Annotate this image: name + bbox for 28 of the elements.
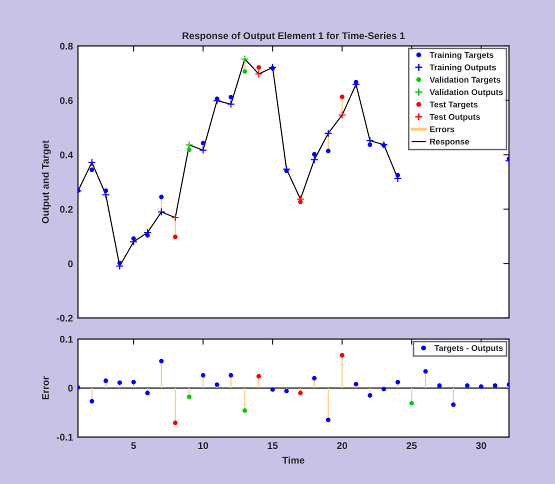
legend-label: Validation Targets xyxy=(430,76,500,84)
legend-label: Targets - Outputs xyxy=(434,345,503,353)
x-tick-label: 25 xyxy=(406,442,417,450)
chart-title: Response of Output Element 1 for Time-Series 1 xyxy=(182,32,405,42)
x-tick-label: 30 xyxy=(476,442,486,450)
y-tick-label: 0.1 xyxy=(60,336,73,343)
legend-label: Training Targets xyxy=(430,52,494,60)
legend-label: Test Outputs xyxy=(430,114,480,122)
x-tick-label: 20 xyxy=(337,442,348,450)
y-tick-label: 0.4 xyxy=(60,152,74,158)
y-tick-label: 0 xyxy=(68,260,73,268)
y-tick-label: 0.2 xyxy=(60,206,73,213)
x-axis-title: Time xyxy=(282,456,304,464)
y-tick-label: 0.8 xyxy=(60,42,73,50)
x-tick-label: 5 xyxy=(131,442,136,450)
x-tick-label: 10 xyxy=(198,442,208,450)
legend-label: Test Targets xyxy=(430,102,478,110)
legend-label: Response xyxy=(430,138,470,146)
y-axis-title: Output and Target xyxy=(42,140,51,224)
legend-label: Errors xyxy=(430,126,454,132)
x-tick-label: 15 xyxy=(268,442,278,450)
y-tick-label: -0.1 xyxy=(56,434,73,441)
legend-label: Validation Outputs xyxy=(430,88,503,97)
y-tick-label: 0.6 xyxy=(60,97,73,104)
y-axis-title: Error xyxy=(42,376,49,400)
y-tick-label: -0.2 xyxy=(56,314,73,322)
y-tick-label: 0 xyxy=(68,384,73,392)
legend-label: Training Outputs xyxy=(430,64,496,72)
